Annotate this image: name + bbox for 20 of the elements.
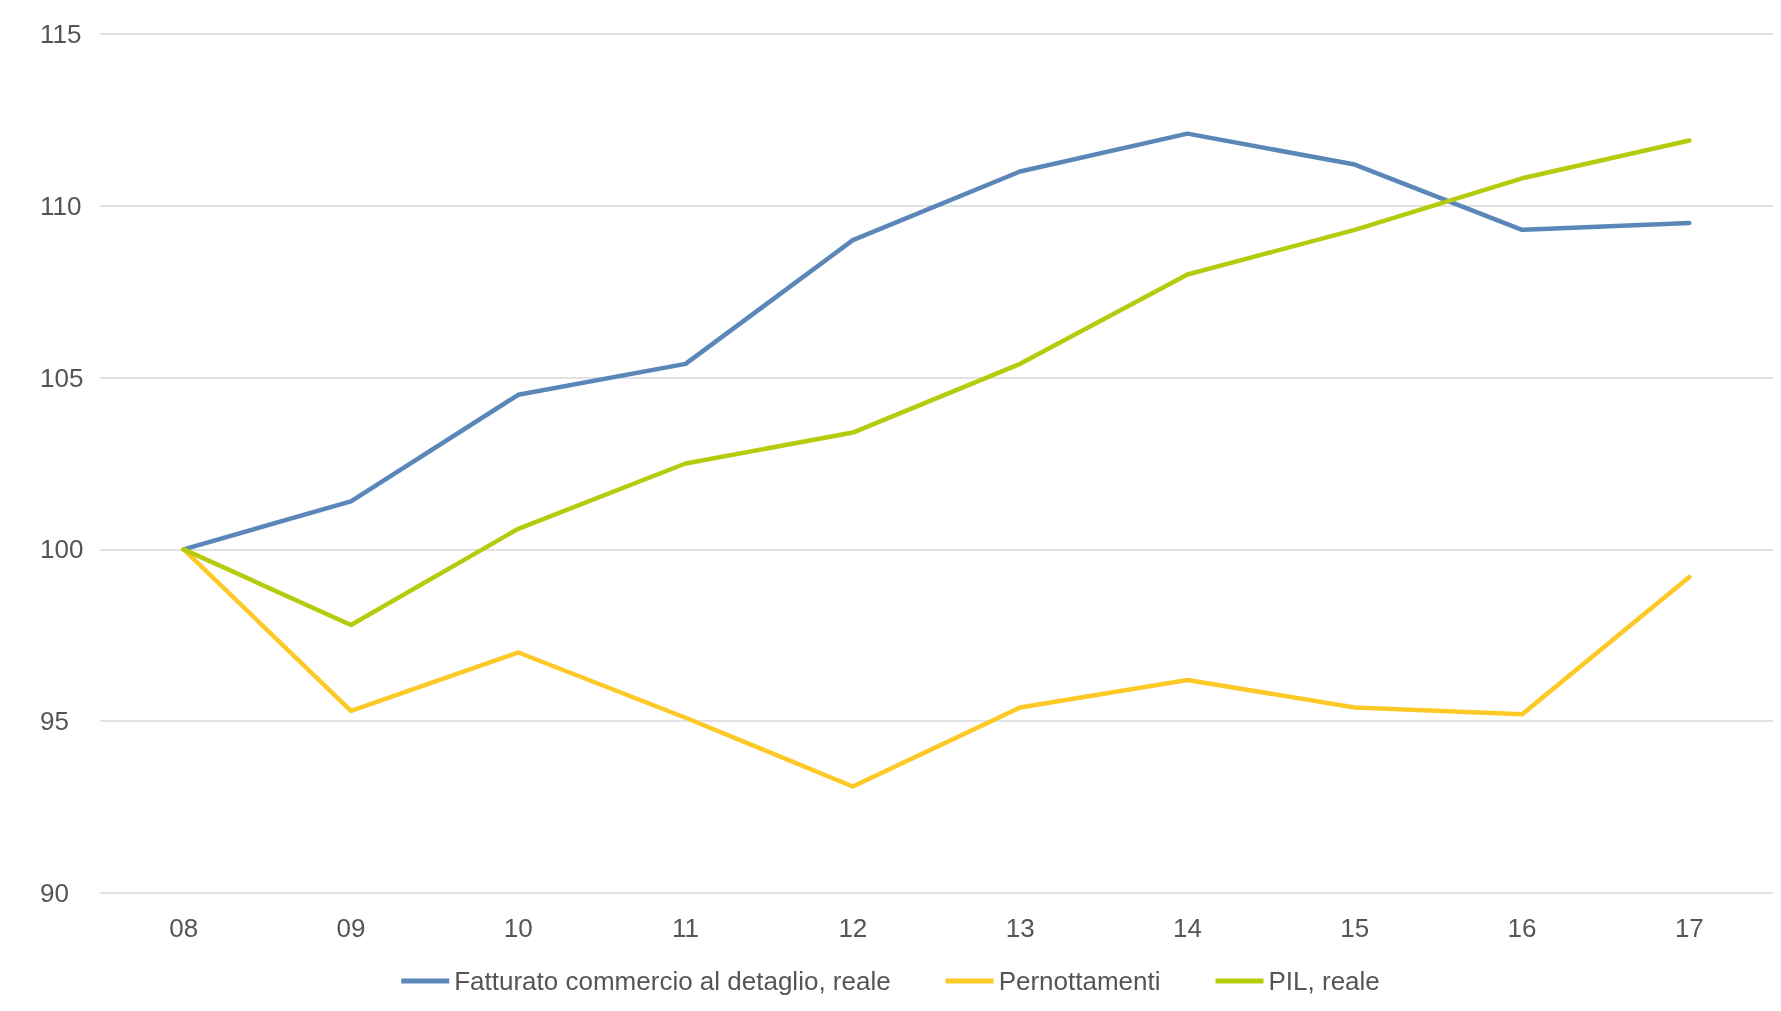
y-tick-label: 110 <box>40 190 82 221</box>
x-tick-label: 08 <box>169 913 199 943</box>
y-tick-label: 90 <box>40 878 69 908</box>
x-tick-label: 09 <box>336 913 366 943</box>
x-tick-label: 10 <box>503 913 533 943</box>
x-tick-label: 13 <box>1005 913 1035 943</box>
y-tick-label: 95 <box>40 706 69 737</box>
x-tick-label: 14 <box>1172 913 1202 943</box>
x-tick-label: 17 <box>1674 913 1704 943</box>
x-tick-label: 12 <box>838 913 868 943</box>
line-series <box>181 138 1692 628</box>
x-tick-label: 15 <box>1340 913 1370 943</box>
y-tick-label: 105 <box>40 362 84 393</box>
legend-label: Fatturato commercio al detaglio, reale <box>454 966 891 996</box>
legend-label: PIL, reale <box>1268 966 1380 996</box>
x-tick-label: 16 <box>1507 913 1537 943</box>
y-tick-label: 100 <box>40 534 84 565</box>
x-tick-label: 11 <box>672 913 700 943</box>
legend-label: Pernottamenti <box>998 966 1161 996</box>
y-tick-label: 115 <box>40 19 82 49</box>
